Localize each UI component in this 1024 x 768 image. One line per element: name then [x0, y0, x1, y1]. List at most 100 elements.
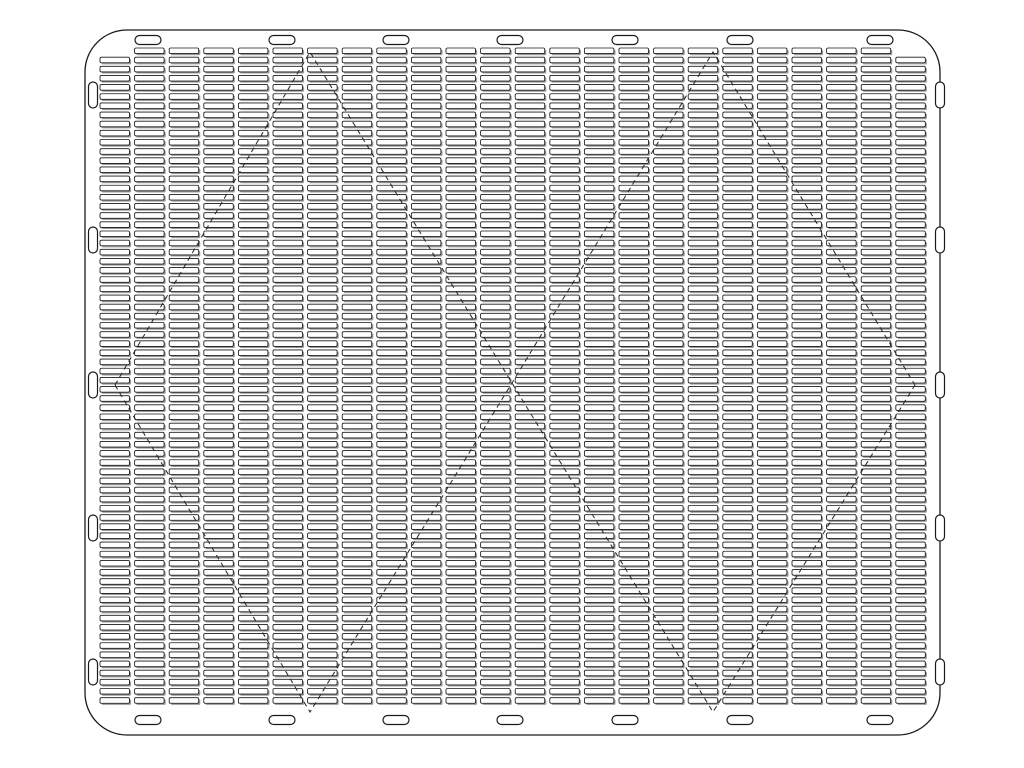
- louver-slot: [307, 258, 338, 265]
- louver-slot: [895, 495, 926, 503]
- louver-slot: [826, 468, 857, 475]
- louver-slot: [203, 678, 234, 686]
- louver-slot: [687, 486, 719, 494]
- louver-slot: [687, 75, 719, 82]
- louver-slot: [376, 523, 407, 530]
- louver-slot: [376, 459, 407, 466]
- louver-slot: [722, 166, 753, 173]
- louver-slot: [480, 541, 511, 549]
- louver-slot: [307, 230, 338, 238]
- louver-slot: [376, 312, 407, 320]
- louver-slot: [410, 340, 442, 347]
- louver-slot: [687, 212, 719, 219]
- louver-slot: [410, 285, 442, 292]
- louver-slot: [895, 276, 926, 283]
- louver-slot: [549, 358, 580, 366]
- louver-slot: [99, 340, 130, 347]
- louver-slot: [376, 578, 407, 585]
- louver-slot: [134, 93, 165, 100]
- louver-slot: [168, 93, 200, 100]
- louver-slot: [272, 569, 303, 576]
- louver-slot: [791, 129, 822, 137]
- louver-slot: [134, 285, 165, 292]
- louver-slot: [583, 559, 615, 567]
- louver-slot: [134, 669, 165, 677]
- louver-slot: [653, 441, 684, 448]
- louver-slot: [722, 276, 753, 283]
- louver-slot: [203, 193, 234, 201]
- louver-slot: [99, 450, 130, 457]
- louver-slot: [237, 248, 269, 256]
- louver-slot: [860, 605, 892, 613]
- louver-slot: [895, 587, 926, 594]
- louver-slot: [480, 148, 511, 155]
- louver-slot: [307, 139, 338, 146]
- louver-slot: [99, 358, 130, 366]
- louver-slot: [756, 495, 788, 503]
- louver-slot: [722, 459, 753, 466]
- louver-slot: [618, 624, 649, 631]
- louver-slot: [480, 633, 511, 640]
- louver-slot: [445, 312, 476, 320]
- louver-slot: [445, 184, 476, 192]
- louver-slot: [826, 441, 857, 448]
- louver-slot: [237, 495, 269, 503]
- louver-slot: [168, 203, 200, 210]
- louver-slot: [826, 248, 857, 256]
- louver-slot: [445, 559, 476, 567]
- louver-slot: [583, 678, 615, 686]
- louver-slot: [134, 349, 165, 356]
- louver-slot: [445, 120, 476, 128]
- louver-slot: [341, 294, 373, 302]
- louver-slot: [480, 669, 511, 677]
- louver-slot: [791, 422, 822, 430]
- louver-slot: [168, 212, 200, 219]
- louver-slot: [307, 477, 338, 485]
- louver-slot: [791, 139, 822, 146]
- louver-slot: [445, 431, 476, 439]
- louver-slot: [168, 624, 200, 631]
- louver-slot: [791, 276, 822, 283]
- louver-slot: [653, 212, 684, 219]
- louver-slot: [203, 395, 234, 402]
- louver-slot: [826, 148, 857, 155]
- louver-slot: [791, 559, 822, 567]
- louver-slot: [895, 559, 926, 567]
- louver-slot: [618, 93, 649, 100]
- louver-slot: [618, 285, 649, 292]
- louver-slot: [826, 157, 857, 164]
- louver-slot: [272, 166, 303, 173]
- louver-slot: [549, 285, 580, 292]
- louver-slot: [237, 239, 269, 247]
- louver-slot: [203, 175, 234, 183]
- louver-slot: [237, 349, 269, 356]
- louver-slot: [134, 312, 165, 320]
- louver-slot: [134, 102, 165, 109]
- louver-slot: [168, 56, 200, 64]
- louver-slot: [722, 75, 753, 82]
- louver-slot: [722, 532, 753, 539]
- louver-slot: [480, 614, 511, 622]
- louver-slot: [860, 404, 892, 411]
- louver-slot: [341, 75, 373, 82]
- louver-slot: [410, 221, 442, 228]
- louver-slot: [376, 276, 407, 283]
- louver-slot: [618, 102, 649, 109]
- louver-slot: [791, 285, 822, 292]
- louver-slot: [860, 285, 892, 292]
- louver-slot: [583, 93, 615, 100]
- louver-slot: [549, 221, 580, 228]
- louver-slot: [134, 541, 165, 549]
- louver-slot: [722, 468, 753, 475]
- louver-slot: [791, 532, 822, 539]
- louver-slot: [272, 193, 303, 201]
- louver-slot: [687, 111, 719, 119]
- louver-slot: [203, 367, 234, 375]
- louver-slot: [134, 559, 165, 567]
- louver-slot: [722, 404, 753, 411]
- louver-slot: [722, 578, 753, 585]
- louver-slot: [549, 376, 580, 384]
- louver-slot: [99, 386, 130, 393]
- louver-slot: [653, 340, 684, 347]
- louver-slot: [203, 605, 234, 613]
